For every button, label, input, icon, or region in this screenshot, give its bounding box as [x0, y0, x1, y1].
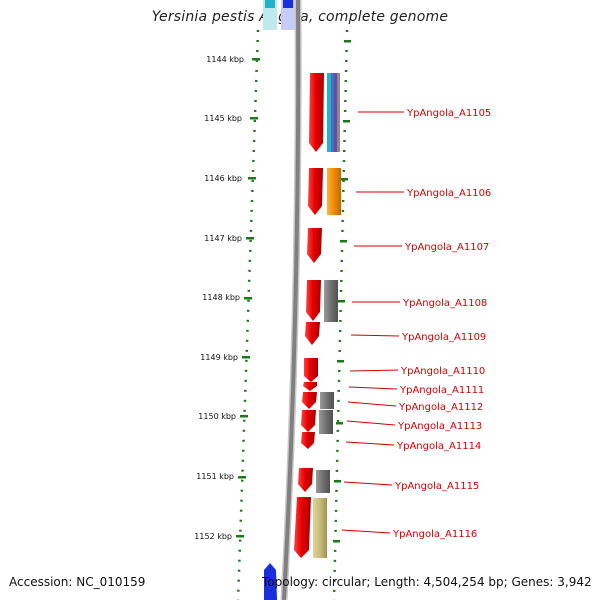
feature-box [337, 73, 340, 152]
gene-label: YpAngola_A1111 [399, 385, 484, 396]
gene-arrow [307, 228, 322, 263]
kbp-tick [252, 58, 260, 61]
kbp-tick [236, 535, 244, 538]
right-tick [341, 178, 348, 181]
feature-box [327, 73, 331, 152]
feature-box [313, 498, 327, 558]
right-tick [344, 40, 351, 43]
gene-arrow [301, 432, 315, 449]
gene-arrow [306, 280, 321, 321]
leader-line [349, 369, 399, 372]
right-tick [333, 540, 340, 543]
gene-label: YpAngola_A1108 [402, 298, 487, 309]
feature-box [331, 73, 334, 152]
topology-text: Topology: circular; Length: 4,504,254 bp… [262, 575, 592, 589]
feature-box [327, 168, 341, 215]
leader-line [343, 481, 393, 486]
feature-box [316, 470, 330, 493]
feature-box [319, 410, 333, 434]
kbp-ticks [236, 40, 351, 543]
genome-backbone-core [282, 0, 301, 600]
feature-box [334, 73, 337, 152]
kbp-label: 1145 kbp [204, 114, 242, 123]
kbp-tick [242, 356, 250, 359]
gene-label: YpAngola_A1113 [397, 421, 482, 432]
kbp-label: 1151 kbp [196, 472, 234, 481]
top-blue-feature-core [283, 0, 293, 8]
gene-arrow [304, 358, 318, 382]
gene-arrow [308, 168, 323, 215]
feature-box [324, 280, 338, 322]
kbp-tick [246, 237, 254, 240]
gene-label: YpAngola_A1114 [396, 441, 481, 452]
kbp-label: 1147 kbp [204, 234, 242, 243]
gene-arrow [301, 410, 316, 432]
feature-boxes [313, 73, 341, 558]
right-tick [337, 360, 344, 363]
leader-lines [341, 111, 404, 534]
right-tick [343, 120, 350, 123]
gene-arrow [305, 322, 320, 345]
bottom-blue-feature [264, 563, 277, 600]
feature-box [320, 392, 334, 409]
leader-line [348, 386, 398, 390]
gene-label: YpAngola_A1107 [404, 242, 489, 253]
kbp-label: 1149 kbp [200, 353, 238, 362]
gene-label: YpAngola_A1115 [394, 481, 479, 492]
leader-line [346, 420, 396, 426]
gene-label: YpAngola_A1116 [392, 529, 477, 540]
top-cyan-feature-core [265, 0, 275, 8]
leader-line [350, 334, 400, 337]
gene-arrow [302, 392, 317, 409]
kbp-tick [250, 117, 258, 120]
right-tick [336, 422, 343, 425]
kbp-label: 1150 kbp [198, 412, 236, 421]
gene-arrows [294, 73, 324, 558]
gene-label: YpAngola_A1105 [406, 108, 491, 119]
gene-arrow [309, 73, 324, 152]
right-tick [334, 480, 341, 483]
kbp-label: 1146 kbp [204, 174, 242, 183]
kbp-label: 1148 kbp [202, 293, 240, 302]
gene-label: YpAngola_A1109 [401, 332, 486, 343]
kbp-tick [244, 297, 252, 300]
kbp-tick [248, 177, 256, 180]
gene-label: YpAngola_A1112 [398, 402, 483, 413]
kbp-label: 1144 kbp [206, 55, 244, 64]
right-tick [340, 240, 347, 243]
gene-label: YpAngola_A1106 [406, 188, 491, 199]
kbp-tick [240, 415, 248, 418]
kbp-label: 1152 kbp [194, 532, 232, 541]
leader-line [341, 529, 391, 534]
kbp-tick [238, 476, 246, 479]
gene-arrow [298, 468, 313, 492]
leader-line [347, 401, 397, 407]
leader-line [345, 441, 395, 446]
gene-label: YpAngola_A1110 [400, 366, 485, 377]
right-tick [338, 300, 345, 303]
gene-arrow [294, 497, 311, 558]
gene-arrow [303, 382, 317, 391]
accession-text: Accession: NC_010159 [9, 575, 146, 589]
